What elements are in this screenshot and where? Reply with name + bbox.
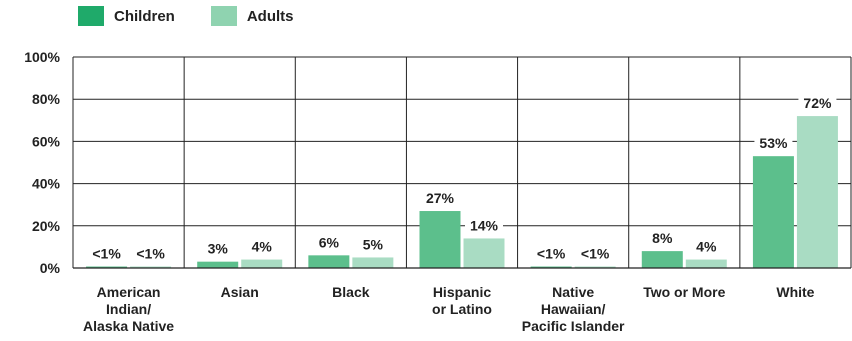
data-label-bg bbox=[353, 235, 392, 255]
bar-children bbox=[197, 261, 239, 268]
data-label: 27% bbox=[426, 190, 455, 206]
legend-label-adults: Adults bbox=[246, 7, 294, 25]
legend-swatch-adults bbox=[210, 6, 237, 26]
x-tick-label: Hispanic bbox=[433, 284, 492, 300]
data-label: 8% bbox=[652, 230, 673, 246]
bar-children bbox=[86, 266, 128, 268]
bar-children bbox=[752, 156, 794, 268]
y-tick-label: 60% bbox=[32, 133, 61, 149]
chart-legend: Children Adults bbox=[78, 6, 330, 26]
data-label-bg bbox=[798, 94, 837, 114]
data-label: <1% bbox=[537, 246, 566, 262]
x-tick-label: Hawaiian/ bbox=[541, 301, 606, 317]
data-label: <1% bbox=[92, 246, 121, 262]
data-label-bg bbox=[198, 239, 237, 259]
data-label: 3% bbox=[208, 241, 229, 257]
y-tick-label: 80% bbox=[32, 91, 61, 107]
data-label-bg bbox=[421, 189, 459, 209]
x-tick-label: Indian/ bbox=[106, 301, 151, 317]
data-label-bg bbox=[465, 216, 503, 236]
data-label-bg bbox=[532, 244, 571, 264]
data-label: 5% bbox=[363, 236, 384, 252]
bar-adults bbox=[574, 266, 616, 268]
y-tick-label: 0% bbox=[40, 260, 61, 276]
y-tick-label: 40% bbox=[32, 176, 61, 192]
data-label-bg bbox=[576, 244, 615, 264]
legend-item-adults: Adults bbox=[210, 6, 294, 26]
bar-children bbox=[641, 251, 683, 268]
x-tick-label: Pacific Islander bbox=[522, 318, 625, 334]
x-tick-label: or Latino bbox=[432, 301, 492, 317]
data-label: 6% bbox=[319, 234, 340, 250]
x-tick-label: Alaska Native bbox=[83, 318, 174, 334]
data-label: 72% bbox=[803, 95, 832, 111]
data-label-bg bbox=[242, 237, 281, 257]
data-label: <1% bbox=[581, 246, 610, 262]
data-label-bg bbox=[131, 244, 170, 264]
x-tick-label: American bbox=[97, 284, 161, 300]
bar-children bbox=[308, 255, 350, 268]
bar-adults bbox=[130, 266, 172, 268]
y-tick-label: 100% bbox=[24, 49, 60, 65]
legend-item-children: Children bbox=[78, 6, 175, 26]
bar-children bbox=[530, 266, 572, 268]
bar-children bbox=[419, 211, 461, 268]
bar-adults bbox=[796, 116, 838, 268]
data-label: 4% bbox=[252, 239, 273, 255]
bar-adults bbox=[463, 238, 505, 268]
data-label: <1% bbox=[136, 246, 165, 262]
x-tick-label: Native bbox=[552, 284, 594, 300]
x-tick-label: White bbox=[776, 284, 814, 300]
data-label-bg bbox=[643, 229, 682, 249]
y-tick-label: 20% bbox=[32, 218, 61, 234]
data-label: 53% bbox=[759, 135, 788, 151]
legend-label-children: Children bbox=[114, 7, 175, 25]
legend-swatch-children bbox=[78, 6, 104, 26]
x-tick-label: Black bbox=[332, 284, 370, 300]
x-tick-label: Asian bbox=[221, 284, 259, 300]
x-tick-label: Two or More bbox=[643, 284, 725, 300]
data-label-bg bbox=[87, 244, 126, 264]
data-label-bg bbox=[309, 233, 348, 253]
bar-adults bbox=[685, 259, 727, 268]
data-label-bg bbox=[754, 134, 793, 154]
data-label: 14% bbox=[470, 217, 499, 233]
bar-adults bbox=[241, 259, 283, 268]
data-label: 4% bbox=[696, 239, 717, 255]
bar-adults bbox=[352, 257, 394, 268]
data-label-bg bbox=[687, 237, 726, 257]
